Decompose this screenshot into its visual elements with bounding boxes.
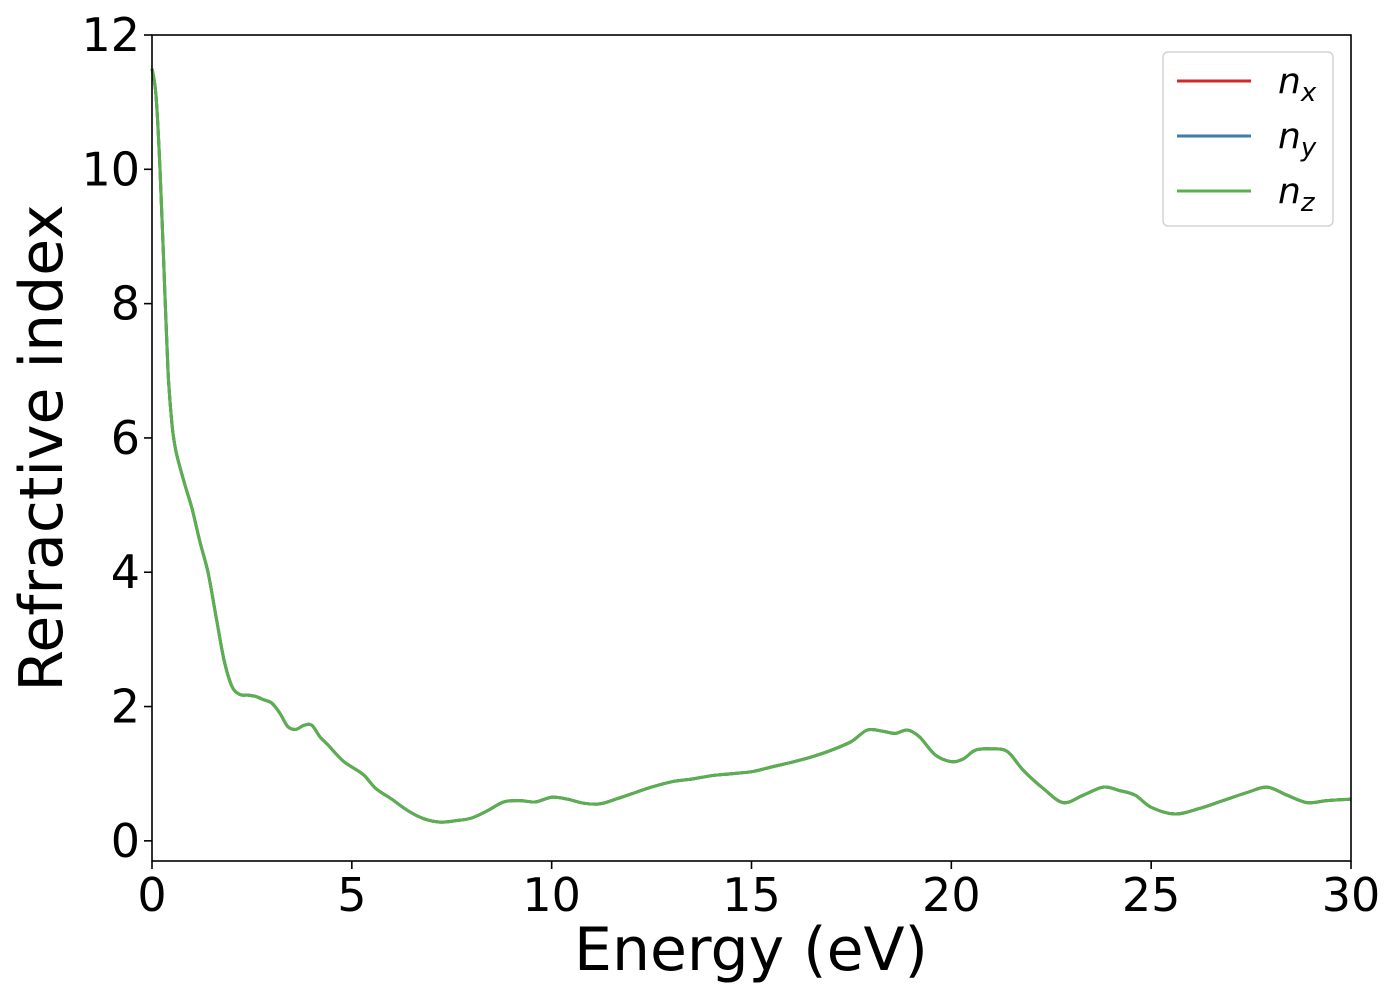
x-tick-label: 5 — [337, 868, 366, 922]
y-tick-label: 12 — [81, 8, 140, 62]
y-tick-label: 0 — [111, 814, 140, 868]
x-axis: 0 5 10 15 20 25 30 — [137, 861, 1380, 922]
y-tick-label: 8 — [111, 277, 140, 331]
y-axis: 0 2 4 6 8 10 12 — [81, 8, 152, 868]
y-tick-label: 4 — [111, 545, 140, 599]
series-lines — [150, 68, 1352, 824]
series-line-nz — [150, 68, 1352, 824]
x-tick-label: 15 — [722, 868, 781, 922]
legend-box — [1162, 51, 1334, 227]
y-axis-title: Refractive index — [7, 204, 77, 691]
x-tick-label: 20 — [922, 868, 981, 922]
legend-label-nz: nz — [1278, 171, 1316, 218]
x-tick-label: 0 — [137, 868, 166, 922]
x-tick-label: 25 — [1122, 868, 1181, 922]
x-tick-label: 10 — [522, 868, 581, 922]
y-tick-label: 2 — [111, 680, 140, 734]
x-tick-label: 30 — [1322, 868, 1381, 922]
y-tick-label: 6 — [111, 411, 140, 465]
x-axis-title: Energy (eV) — [574, 915, 928, 985]
y-tick-label: 10 — [81, 142, 140, 196]
